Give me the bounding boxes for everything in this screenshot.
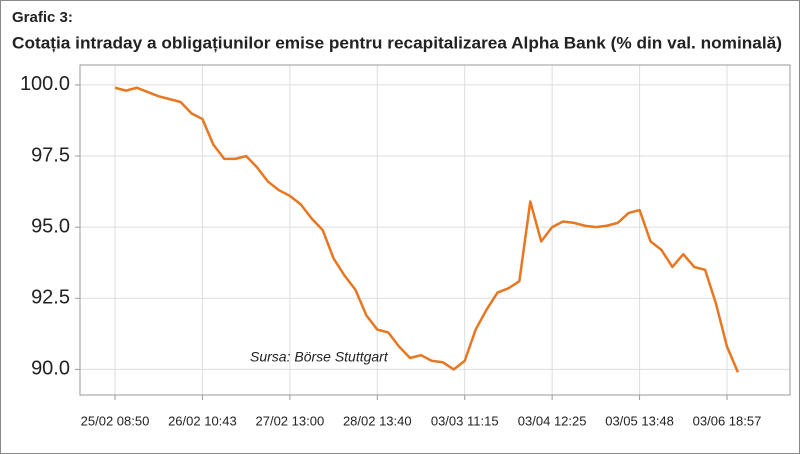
x-tick-label: 28/02 13:40 <box>343 413 412 428</box>
y-tick-label: 97.5 <box>31 144 70 166</box>
x-tick-label: 03/04 12:25 <box>518 413 587 428</box>
line-series <box>114 86 740 373</box>
chart-kicker: Grafic 3: <box>12 9 73 26</box>
x-tick-label: 03/06 18:57 <box>693 413 762 428</box>
x-tick-label: 25/02 08:50 <box>81 413 150 428</box>
y-tick-label: 92.5 <box>31 287 70 309</box>
y-tick-label: 100.0 <box>20 73 70 95</box>
x-tick-label: 26/02 10:43 <box>168 413 237 428</box>
chart-title: Cotația intraday a obligațiunilor emise … <box>12 33 782 52</box>
x-tick-label: 03/05 13:48 <box>605 413 674 428</box>
annotation: Sursa: Börse Stuttgart <box>250 349 389 365</box>
y-tick-label: 90.0 <box>31 358 70 380</box>
x-tick-label: 03/03 11:15 <box>431 413 499 428</box>
plot-area <box>79 64 791 396</box>
x-tick-label: 27/02 13:00 <box>256 413 325 428</box>
y-tick-label: 95.0 <box>31 215 70 237</box>
